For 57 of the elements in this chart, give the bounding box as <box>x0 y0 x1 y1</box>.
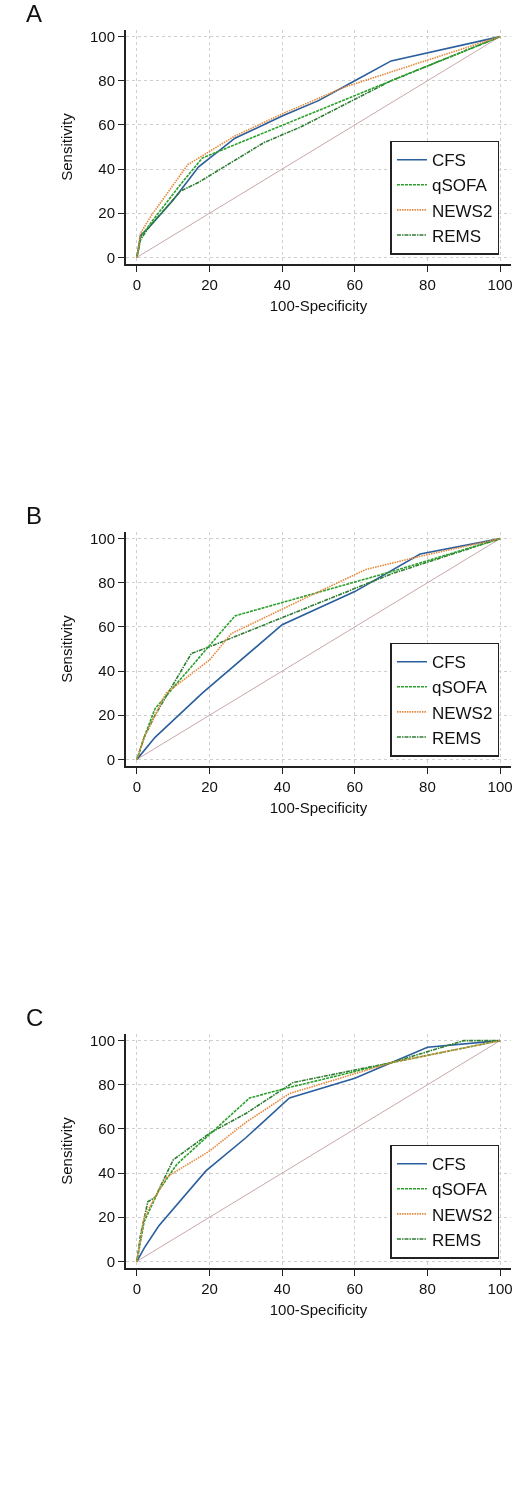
y-tick-label: 80 <box>98 1076 115 1094</box>
y-tick-label: 0 <box>106 1252 115 1270</box>
y-axis-title: Sensitivity <box>57 112 75 181</box>
x-tick-label: 40 <box>273 778 291 795</box>
y-tick-label: 40 <box>98 1164 115 1182</box>
y-tick-label: 100 <box>89 27 115 45</box>
legend-label: REMS <box>431 1230 482 1250</box>
y-tick-label: 60 <box>98 618 115 636</box>
y-tick-label: 100 <box>89 529 115 547</box>
y-tick-label: 20 <box>98 1208 115 1226</box>
legend-label: CFS <box>431 1155 466 1175</box>
x-tick-label: 100 <box>487 1280 513 1297</box>
y-tick-label: 0 <box>106 750 115 768</box>
x-tick-label: 60 <box>346 778 364 795</box>
x-tick-label: 60 <box>346 1280 364 1297</box>
legend-label: NEWS2 <box>431 1205 493 1225</box>
x-tick-label: 20 <box>201 778 218 795</box>
y-tick-label: 80 <box>98 574 115 592</box>
y-tick-label: 40 <box>98 662 115 680</box>
legend-label: CFS <box>431 653 466 673</box>
y-tick-label: 80 <box>98 72 115 90</box>
y-tick-label: 60 <box>98 1120 115 1138</box>
x-tick-label: 20 <box>201 276 218 293</box>
y-axis-title: Sensitivity <box>57 1116 75 1185</box>
x-tick-label: 40 <box>273 276 291 293</box>
chart-title: B <box>26 501 43 529</box>
y-tick-label: 40 <box>98 160 115 178</box>
chart-title: A <box>26 0 43 27</box>
legend-label: CFS <box>431 151 466 171</box>
legend-label: qSOFA <box>431 1180 488 1200</box>
y-tick-label: 20 <box>98 204 115 222</box>
x-tick-label: 80 <box>419 778 436 795</box>
x-tick-label: 100 <box>487 276 513 293</box>
legend-label: NEWS2 <box>431 201 493 221</box>
x-axis-title: 100-Specificity <box>269 296 368 314</box>
x-tick-label: 40 <box>273 1280 291 1297</box>
x-tick-label: 0 <box>132 1280 142 1297</box>
y-tick-label: 60 <box>98 116 115 134</box>
x-tick-label: 100 <box>487 778 513 795</box>
x-tick-label: 80 <box>419 276 436 293</box>
y-tick-label: 100 <box>89 1031 115 1049</box>
legend-label: REMS <box>431 728 482 748</box>
x-axis-title: 100-Specificity <box>269 798 368 816</box>
y-tick-label: 20 <box>98 706 115 724</box>
chart-title: C <box>26 1003 44 1031</box>
x-tick-label: 80 <box>419 1280 436 1297</box>
legend-label: qSOFA <box>431 176 488 196</box>
x-tick-label: 0 <box>132 778 142 795</box>
y-axis-title: Sensitivity <box>57 614 75 683</box>
legend-label: qSOFA <box>431 678 488 698</box>
x-axis-title: 100-Specificity <box>269 1300 368 1318</box>
legend-label: NEWS2 <box>431 703 493 723</box>
x-tick-label: 60 <box>346 276 364 293</box>
legend-label: REMS <box>431 226 482 246</box>
x-tick-label: 20 <box>201 1280 218 1297</box>
y-tick-label: 0 <box>106 248 115 266</box>
x-tick-label: 0 <box>132 276 142 293</box>
